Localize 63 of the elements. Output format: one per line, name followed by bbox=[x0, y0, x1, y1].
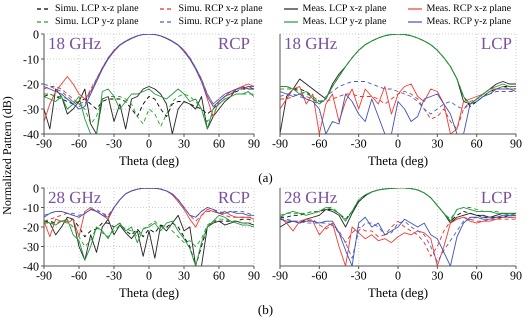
x-axis-title: Theta (deg) bbox=[118, 153, 180, 168]
annotation: RCP bbox=[218, 188, 250, 207]
x-tick-label: 0 bbox=[146, 268, 152, 283]
y-tick-label: -20 bbox=[23, 220, 39, 234]
x-tick-label: -90 bbox=[272, 268, 288, 283]
x-tick-label: -60 bbox=[71, 136, 87, 151]
text: (a) bbox=[258, 170, 273, 185]
legend-label: Simu. LCP x-z plane bbox=[55, 2, 139, 15]
legend-label: Meas. RCP x-z plane bbox=[426, 2, 512, 15]
x-tick-label: 30 bbox=[178, 136, 190, 151]
annotation: 28 GHz bbox=[48, 188, 102, 207]
legend-label: Meas. RCP y-z plane bbox=[426, 15, 512, 28]
x-tick-label: -90 bbox=[36, 268, 52, 283]
legend-label: Simu. LCP y-z plane bbox=[55, 15, 139, 28]
x-tick-label: -30 bbox=[106, 268, 122, 283]
x-tick-label: 30 bbox=[178, 268, 190, 283]
x-tick-label: -90 bbox=[272, 136, 288, 151]
annotation: LCP bbox=[480, 34, 512, 53]
legend-label: Meas. LCP x-z plane bbox=[302, 2, 386, 15]
x-tick-label: 90 bbox=[248, 136, 260, 151]
x-axis-title: Theta (deg) bbox=[368, 153, 428, 168]
x-axis-title: Theta (deg) bbox=[118, 285, 180, 300]
x-tick-label: -90 bbox=[36, 136, 52, 151]
y-tick-label: 0 bbox=[33, 181, 39, 196]
legend-label: Simu. RCP x-z plane bbox=[178, 2, 263, 15]
y-tick-label: 0 bbox=[33, 27, 39, 42]
y-tick-label: -20 bbox=[23, 77, 39, 92]
x-tick-label: -60 bbox=[71, 268, 87, 283]
annotation: 18 GHz bbox=[48, 34, 102, 53]
text: (b) bbox=[256, 302, 274, 317]
x-tick-label: -30 bbox=[350, 136, 367, 151]
x-tick-label: 0 bbox=[395, 268, 401, 283]
x-tick-label: -60 bbox=[311, 268, 328, 283]
legend-label: Meas. LCP y-z plane bbox=[302, 15, 386, 28]
y-tick-label: -40 bbox=[23, 259, 39, 274]
x-tick-label: 30 bbox=[431, 136, 444, 151]
y-axis-title: Normalized Pattern (dB) bbox=[0, 96, 14, 214]
y-tick-label: -10 bbox=[23, 200, 39, 215]
x-tick-label: -60 bbox=[311, 136, 328, 151]
line-series bbox=[44, 94, 254, 127]
x-tick-label: -30 bbox=[106, 136, 122, 151]
x-tick-label: 0 bbox=[395, 136, 401, 151]
x-tick-label: -30 bbox=[350, 268, 367, 283]
annotation: LCP bbox=[480, 188, 512, 207]
annotation: 28 GHz bbox=[284, 188, 338, 207]
y-tick-label: -30 bbox=[23, 102, 39, 116]
x-tick-label: 60 bbox=[213, 268, 225, 283]
line-series bbox=[44, 218, 254, 247]
x-tick-label: 90 bbox=[248, 268, 260, 283]
x-tick-label: 90 bbox=[510, 268, 522, 283]
x-tick-label: 60 bbox=[213, 136, 225, 151]
y-tick-label: -40 bbox=[23, 127, 39, 142]
legend-label: Simu. RCP y-z plane bbox=[178, 15, 263, 28]
x-tick-label: 30 bbox=[431, 268, 444, 283]
annotation: RCP bbox=[218, 34, 250, 53]
y-tick-label: -30 bbox=[23, 240, 39, 254]
x-tick-label: 60 bbox=[470, 136, 483, 151]
annotation: 18 GHz bbox=[284, 34, 338, 53]
x-tick-label: 0 bbox=[146, 136, 152, 151]
x-axis-title: Theta (deg) bbox=[368, 285, 428, 300]
x-tick-label: 90 bbox=[510, 136, 522, 151]
y-tick-label: -10 bbox=[23, 52, 39, 66]
x-tick-label: 60 bbox=[470, 268, 483, 283]
